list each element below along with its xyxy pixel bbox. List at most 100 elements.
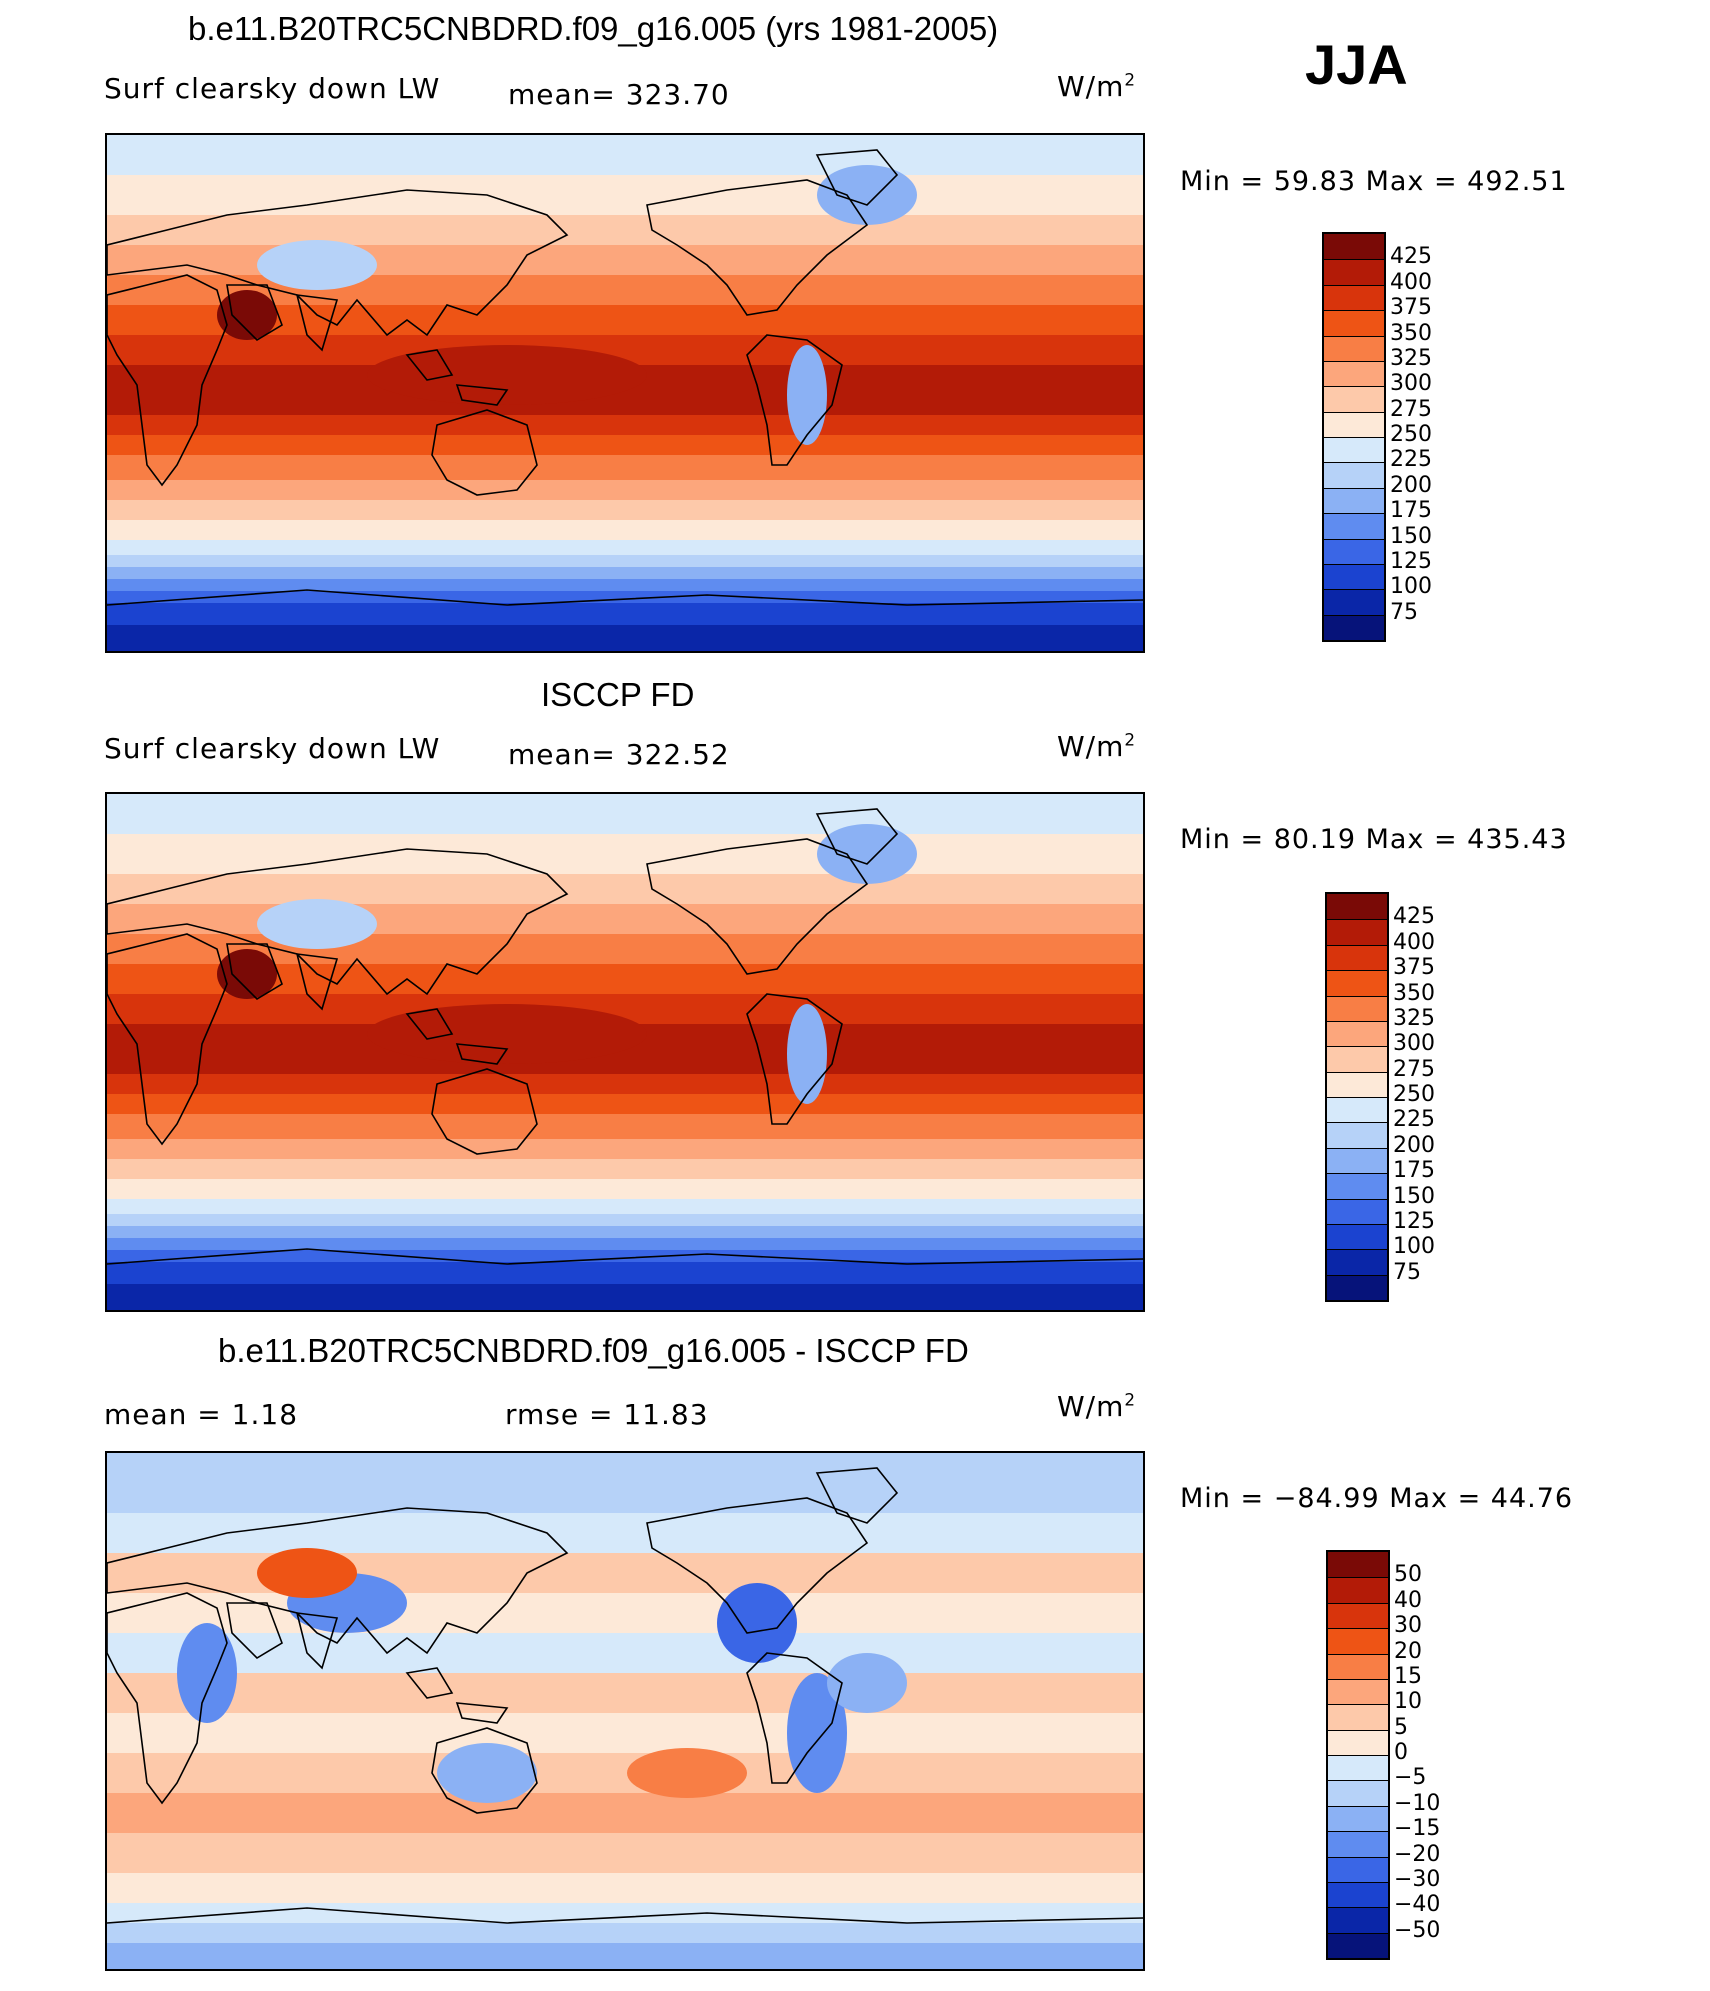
map-band xyxy=(107,1923,1143,1943)
map-band xyxy=(107,540,1143,555)
colorbar-tick-label: 175 xyxy=(1393,1158,1435,1184)
colorbar-swatch xyxy=(1327,1071,1387,1097)
colorbar-swatch xyxy=(1324,589,1384,615)
coastline xyxy=(646,838,869,975)
map-band xyxy=(107,480,1143,500)
coastline xyxy=(746,334,843,466)
colorbar-swatch xyxy=(1328,1729,1388,1755)
map-band xyxy=(107,1159,1143,1179)
coastline xyxy=(107,189,569,337)
colorbar-swatch xyxy=(1324,259,1384,285)
colorbar-tick-label: 125 xyxy=(1390,548,1432,574)
map-band xyxy=(107,1114,1143,1139)
map-blob xyxy=(257,899,377,949)
colorbar-tick-label: −10 xyxy=(1394,1790,1441,1816)
colorbar-tick-label: 200 xyxy=(1393,1132,1435,1158)
colorbar-tick-label: 300 xyxy=(1390,371,1432,397)
map-band xyxy=(107,455,1143,480)
colorbar-tick-label: 150 xyxy=(1393,1183,1435,1209)
colorbar-swatch xyxy=(1324,234,1384,260)
coastline xyxy=(107,848,569,996)
map-band xyxy=(107,520,1143,540)
coastline xyxy=(815,149,899,206)
coastline xyxy=(107,1592,228,1805)
colorbar-swatch xyxy=(1324,614,1384,640)
panel-1-mean-label: mean= 323.70 xyxy=(508,78,730,111)
colorbar-tick-label: 50 xyxy=(1394,1562,1422,1588)
map-blob xyxy=(787,345,827,445)
colorbar-tick-label: 325 xyxy=(1393,1005,1435,1031)
panel-3-map xyxy=(105,1451,1145,1971)
colorbar-swatch xyxy=(1324,513,1384,539)
map-band xyxy=(107,1214,1143,1226)
colorbar-swatch xyxy=(1324,563,1384,590)
colorbar-swatch xyxy=(1328,1602,1388,1629)
coastline xyxy=(107,1507,569,1655)
colorbar-swatch xyxy=(1324,538,1384,564)
map-blob xyxy=(717,1583,797,1663)
colorbar-tick-label: 100 xyxy=(1393,1234,1435,1260)
map-blob xyxy=(257,1548,357,1598)
map-band xyxy=(107,215,1143,245)
coastline xyxy=(746,993,843,1125)
map-band xyxy=(107,1873,1143,1903)
colorbar-swatch xyxy=(1328,1881,1388,1908)
colorbar-tick-label: 350 xyxy=(1390,320,1432,346)
colorbar-swatch xyxy=(1328,1552,1388,1578)
coastline xyxy=(226,943,339,1011)
colorbar-swatch xyxy=(1328,1780,1388,1806)
colorbar-swatch xyxy=(1327,919,1387,945)
colorbar-swatch xyxy=(1324,462,1384,488)
colorbar-tick-label: 225 xyxy=(1393,1107,1435,1133)
map-band xyxy=(107,1593,1143,1633)
coastline xyxy=(646,1497,869,1634)
panel-3-units: W/m2 xyxy=(1057,1389,1137,1423)
coastline xyxy=(107,1907,1143,1924)
coastline xyxy=(815,1467,899,1524)
coastline xyxy=(746,1652,843,1784)
colorbar-tick-label: 125 xyxy=(1393,1208,1435,1234)
panel-1-map xyxy=(105,133,1145,653)
coastline xyxy=(107,589,1143,606)
coastline xyxy=(107,274,228,487)
colorbar-swatch xyxy=(1328,1856,1388,1882)
map-band xyxy=(107,415,1143,435)
colorbar-swatch xyxy=(1327,1147,1387,1174)
panel-2-units: W/m2 xyxy=(1057,729,1137,763)
map-band xyxy=(107,625,1143,651)
colorbar-swatch xyxy=(1327,1198,1387,1224)
colorbar-tick-label: 250 xyxy=(1393,1082,1435,1107)
coastline xyxy=(405,1667,509,1724)
colorbar-tick-label: 75 xyxy=(1393,1259,1421,1285)
coastline xyxy=(646,179,869,316)
colorbar-tick-label: −15 xyxy=(1394,1816,1441,1842)
colorbar-tick-label: 40 xyxy=(1394,1587,1422,1613)
panel-2-minmax: Min = 80.19 Max = 435.43 xyxy=(1180,824,1568,855)
map-band xyxy=(107,603,1143,625)
map-band xyxy=(107,1284,1143,1310)
coastline xyxy=(431,1068,538,1155)
panel-2-map xyxy=(105,792,1145,1312)
map-band xyxy=(107,567,1143,579)
coastline xyxy=(431,1727,538,1814)
map-band xyxy=(107,834,1143,874)
map-band xyxy=(107,1139,1143,1159)
colorbar-swatch xyxy=(1328,1907,1388,1933)
map-band xyxy=(107,555,1143,567)
coastline xyxy=(405,1008,509,1065)
colorbar-swatch xyxy=(1328,1805,1388,1832)
map-blob xyxy=(817,824,917,884)
colorbar-tick-label: 400 xyxy=(1393,929,1435,955)
colorbar-tick-label: −5 xyxy=(1394,1765,1427,1791)
map-band xyxy=(107,1793,1143,1833)
map-band xyxy=(107,1226,1143,1238)
coastline xyxy=(431,409,538,496)
colorbar-swatch xyxy=(1328,1653,1388,1679)
map-band xyxy=(107,1262,1143,1284)
colorbar-tick-label: 100 xyxy=(1390,574,1432,600)
colorbar-swatch xyxy=(1328,1678,1388,1705)
map-band xyxy=(107,874,1143,904)
coastline xyxy=(815,808,899,865)
coastline xyxy=(405,349,509,406)
colorbar-tick-label: −40 xyxy=(1394,1892,1441,1918)
